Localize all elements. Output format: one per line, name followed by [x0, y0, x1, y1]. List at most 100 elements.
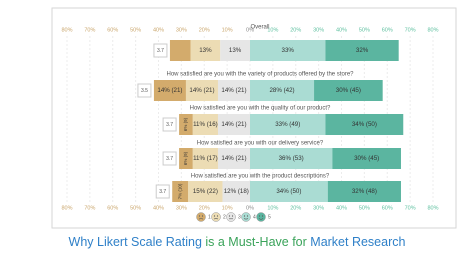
legend-eye — [231, 215, 234, 217]
legend-eye — [201, 215, 204, 217]
value-label: 33% — [282, 47, 295, 54]
legend-eye — [228, 215, 231, 217]
bar-segment — [217, 148, 250, 169]
legend-label: 2 — [223, 214, 226, 220]
x-tick-label: 20% — [199, 27, 210, 33]
bar-segment — [153, 80, 186, 101]
bar-segment — [220, 40, 250, 61]
value-label: 15% (22) — [193, 188, 218, 195]
value-label: 13% — [199, 47, 212, 54]
value-label: 30% (45) — [354, 155, 379, 162]
value-label: 14% (21) — [221, 121, 246, 128]
value-label: 28% (42) — [269, 87, 294, 94]
mean-box — [137, 83, 152, 98]
x-tick-label: 50% — [130, 27, 141, 33]
legend-mouth — [198, 217, 204, 220]
x-tick-label: 80% — [427, 27, 438, 33]
bar-segment — [185, 80, 218, 101]
mean-box — [162, 151, 177, 166]
question-label: How satisfied are you with our delivery … — [197, 141, 324, 147]
bar-segment — [179, 148, 193, 169]
bar-segment — [325, 40, 399, 61]
legend-eye — [216, 215, 219, 217]
mean-box — [162, 117, 177, 132]
bar-segment — [250, 80, 315, 101]
value-label: 14% (21) — [189, 87, 214, 94]
x-tick-label: 40% — [153, 27, 164, 33]
legend-eye — [246, 215, 249, 217]
value-label: 30% (45) — [336, 87, 361, 94]
caption-part: is a Must-Have for — [202, 235, 310, 249]
caption-part: Why Likert Scale Rating — [69, 235, 202, 249]
mean-label: 3.7 — [157, 48, 164, 54]
legend-icon — [241, 212, 251, 222]
bar-segment — [190, 40, 221, 61]
legend-eye — [258, 215, 261, 217]
mean-label: 3.7 — [166, 156, 173, 162]
legend-mouth — [243, 218, 249, 220]
x-tick-label: 20% — [290, 27, 301, 33]
legend-eye — [213, 215, 216, 217]
legend-icon — [256, 212, 266, 222]
value-label: 34% (50) — [276, 188, 301, 195]
value-label: 12% (18) — [224, 188, 249, 195]
x-tick-label: 10% — [222, 27, 233, 33]
x-tick-label: 80% — [427, 205, 438, 211]
x-tick-label: 0% — [246, 205, 254, 211]
x-tick-label: 50% — [359, 205, 370, 211]
bar-segment — [327, 181, 401, 202]
value-label: 7% (10) — [177, 183, 182, 199]
bar-segment — [169, 40, 191, 61]
x-tick-label: 70% — [405, 27, 416, 33]
value-label: 34% (50) — [352, 121, 377, 128]
legend-eye — [243, 215, 246, 217]
x-tick-label: 10% — [222, 205, 233, 211]
value-label: 13% — [229, 47, 242, 54]
value-label: 11% (16) — [193, 121, 218, 128]
legend-label: 3 — [238, 214, 241, 220]
bar-segment — [250, 148, 333, 169]
bar-segment — [172, 181, 189, 202]
legend-icon — [226, 212, 236, 222]
question-label: Overall — [250, 25, 269, 31]
x-tick-label: 20% — [199, 205, 210, 211]
x-tick-label: 40% — [336, 27, 347, 33]
x-tick-label: 10% — [267, 27, 278, 33]
legend-icon — [196, 212, 206, 222]
x-tick-label: 30% — [313, 27, 324, 33]
legend-mouth — [213, 218, 219, 220]
x-tick-label: 80% — [61, 205, 72, 211]
bar-segment — [179, 114, 193, 135]
value-label: 11% (17) — [193, 155, 218, 162]
bar-segment — [192, 148, 218, 169]
legend-label: 4 — [253, 214, 256, 220]
bar-segment — [192, 114, 218, 135]
value-label: 14% (21) — [221, 155, 246, 162]
x-tick-label: 70% — [84, 205, 95, 211]
legend-label: 1 — [208, 214, 211, 220]
mean-label: 3.7 — [166, 122, 173, 128]
question-label: How satisfied are you with the product d… — [191, 174, 330, 180]
x-tick-label: 20% — [290, 205, 301, 211]
value-label: 33% (49) — [275, 121, 300, 128]
x-tick-label: 80% — [61, 27, 72, 33]
bar-segment — [188, 181, 223, 202]
x-tick-label: 50% — [130, 205, 141, 211]
x-tick-label: 60% — [107, 27, 118, 33]
mean-label: 3.7 — [159, 189, 166, 195]
bar-segment — [250, 181, 328, 202]
x-tick-label: 0% — [246, 27, 254, 33]
legend-eye — [198, 215, 201, 217]
x-tick-label: 40% — [153, 205, 164, 211]
mean-label: 3.5 — [141, 88, 148, 94]
x-tick-label: 60% — [107, 205, 118, 211]
bar-segment — [217, 80, 250, 101]
bar-segment — [325, 114, 404, 135]
bar-segment — [314, 80, 383, 101]
x-tick-label: 60% — [382, 205, 393, 211]
legend-icon — [211, 212, 221, 222]
bar-segment — [250, 40, 326, 61]
caption: Why Likert Scale Rating is a Must-Have f… — [69, 235, 406, 249]
bar-segment — [217, 114, 250, 135]
